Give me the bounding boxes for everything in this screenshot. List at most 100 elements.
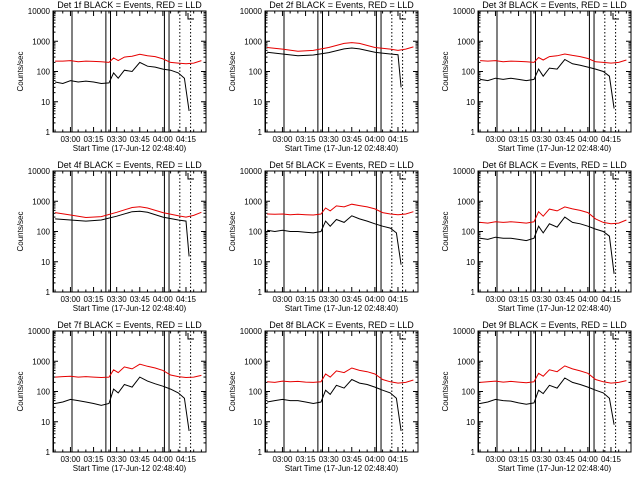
x-tick-label: 04:15	[388, 455, 409, 464]
y-tick-label: 10	[466, 98, 475, 107]
y-axis-label: Counts/sec	[441, 211, 450, 251]
corner-mark	[187, 173, 194, 180]
y-axis-label: Counts/sec	[441, 51, 450, 91]
x-tick-label: 03:30	[107, 295, 128, 304]
y-tick-label: 10000	[453, 7, 476, 16]
x-tick-label: 04:15	[388, 295, 409, 304]
y-tick-label: 1	[46, 288, 51, 297]
y-tick-label: 10	[466, 258, 475, 267]
x-tick-label: 03:15	[296, 455, 317, 464]
x-axis-label: Start Time (17-Jun-12 02:48:40)	[498, 464, 612, 473]
events-series-line	[267, 378, 402, 431]
y-tick-label: 100	[249, 68, 263, 77]
events-series-line	[55, 210, 190, 257]
y-tick-label: 100	[249, 228, 263, 237]
y-tick-label: 1000	[457, 37, 475, 46]
x-tick-label: 04:15	[176, 135, 197, 144]
x-axis-label: Start Time (17-Jun-12 02:48:40)	[498, 144, 612, 153]
lld-series-line	[480, 53, 627, 64]
lld-series-line	[267, 203, 414, 216]
x-axis-label: Start Time (17-Jun-12 02:48:40)	[285, 144, 399, 153]
detector-panel: Det 5f BLACK = Events, RED = LLD 1 10 100 10…	[228, 160, 419, 313]
y-tick-label: 1	[258, 288, 263, 297]
lld-series-line	[480, 206, 627, 225]
events-series-line	[480, 58, 615, 109]
corner-mark	[399, 173, 406, 180]
y-tick-label: 10000	[28, 167, 51, 176]
corner-mark	[612, 13, 619, 20]
plot-frame	[477, 10, 632, 133]
y-tick-label: 10000	[453, 167, 476, 176]
x-axis-label: Start Time (17-Jun-12 02:48:40)	[285, 304, 399, 313]
y-tick-label: 10000	[28, 327, 51, 336]
x-tick-label: 04:15	[176, 295, 197, 304]
panel-title: Det 2f BLACK = Events, RED = LLD	[269, 0, 414, 10]
y-tick-label: 1000	[32, 197, 50, 206]
x-tick-label: 04:15	[601, 455, 622, 464]
events-series-line	[480, 377, 615, 425]
x-tick-label: 03:45	[342, 135, 363, 144]
x-tick-label: 03:45	[555, 295, 576, 304]
lld-series-line	[480, 365, 627, 384]
panel-title: Det 3f BLACK = Events, RED = LLD	[482, 0, 627, 10]
corner-mark	[399, 333, 406, 340]
x-tick-label: 03:15	[509, 135, 530, 144]
corner-mark	[399, 13, 406, 20]
x-tick-label: 03:45	[130, 455, 151, 464]
y-tick-label: 100	[462, 68, 476, 77]
x-tick-label: 04:00	[578, 295, 599, 304]
x-tick-label: 03:00	[272, 135, 293, 144]
x-tick-label: 03:15	[84, 135, 105, 144]
plot-frame	[477, 330, 632, 453]
y-tick-label: 10	[41, 258, 50, 267]
y-tick-label: 1000	[244, 197, 262, 206]
events-series-line	[267, 215, 402, 265]
corner-mark	[612, 333, 619, 340]
lld-series-line	[55, 206, 202, 219]
y-tick-label: 1	[471, 448, 476, 457]
lld-series-line	[55, 53, 202, 65]
plot-frame	[52, 170, 207, 293]
x-tick-label: 03:45	[130, 135, 151, 144]
y-axis-label: Counts/sec	[228, 51, 237, 91]
x-tick-label: 03:45	[555, 455, 576, 464]
y-tick-label: 10	[41, 98, 50, 107]
detector-panel: Det 4f BLACK = Events, RED = LLD 1 10 100 10…	[16, 160, 207, 313]
x-tick-label: 03:00	[485, 135, 506, 144]
x-tick-label: 04:00	[153, 295, 174, 304]
x-tick-label: 03:30	[107, 455, 128, 464]
x-tick-label: 03:15	[296, 135, 317, 144]
y-tick-label: 100	[37, 68, 51, 77]
y-tick-label: 100	[462, 388, 476, 397]
y-tick-label: 10	[253, 418, 262, 427]
y-tick-label: 100	[462, 228, 476, 237]
panel-title: Det 5f BLACK = Events, RED = LLD	[269, 160, 414, 170]
detector-panel: Det 9f BLACK = Events, RED = LLD 1 10 100 10…	[441, 320, 632, 473]
lld-series-line	[267, 42, 414, 52]
y-tick-label: 10000	[240, 167, 263, 176]
x-tick-label: 04:00	[153, 455, 174, 464]
y-tick-label: 10	[253, 98, 262, 107]
y-tick-label: 1	[471, 128, 476, 137]
events-series-line	[55, 376, 190, 431]
x-tick-label: 03:15	[296, 295, 317, 304]
x-tick-label: 03:45	[130, 295, 151, 304]
x-tick-label: 03:30	[107, 135, 128, 144]
y-tick-label: 1	[258, 128, 263, 137]
x-tick-label: 03:00	[272, 295, 293, 304]
y-axis-label: Counts/sec	[228, 211, 237, 251]
x-axis-label: Start Time (17-Jun-12 02:48:40)	[285, 464, 399, 473]
x-tick-label: 03:45	[342, 455, 363, 464]
x-tick-label: 03:45	[342, 295, 363, 304]
detector-panel: Det 7f BLACK = Events, RED = LLD 1 10 100 10…	[16, 320, 207, 473]
x-tick-label: 03:00	[60, 295, 81, 304]
detector-panel: Det 8f BLACK = Events, RED = LLD 1 10 100 10…	[228, 320, 419, 473]
events-series-line	[480, 216, 615, 274]
y-tick-label: 10	[466, 418, 475, 427]
panel-title: Det 7f BLACK = Events, RED = LLD	[57, 320, 202, 330]
x-tick-label: 03:30	[319, 455, 340, 464]
detector-panel: Det 2f BLACK = Events, RED = LLD 1 10 100 10…	[228, 0, 419, 153]
x-tick-label: 03:30	[532, 455, 553, 464]
x-tick-label: 03:30	[532, 295, 553, 304]
